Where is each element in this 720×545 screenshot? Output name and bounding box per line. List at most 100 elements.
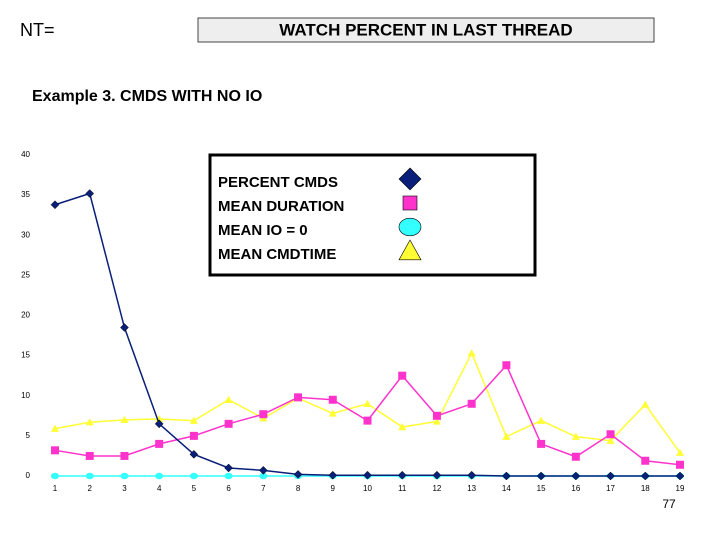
x-tick-label: 9 <box>331 484 336 493</box>
y-tick-label: 15 <box>21 351 30 360</box>
x-tick-label: 15 <box>537 484 546 493</box>
marker <box>294 393 303 402</box>
marker <box>606 436 615 444</box>
marker <box>571 432 580 440</box>
marker <box>224 463 233 473</box>
marker <box>85 451 94 460</box>
y-tick-label: 35 <box>21 190 30 199</box>
x-tick-label: 16 <box>571 484 580 493</box>
y-tick-label: 25 <box>21 270 30 279</box>
y-tick-label: 0 <box>26 471 31 480</box>
marker <box>432 470 442 480</box>
marker <box>189 416 198 424</box>
marker <box>155 439 164 448</box>
marker <box>502 361 511 370</box>
marker <box>155 472 164 480</box>
marker <box>224 419 233 428</box>
x-tick-label: 17 <box>606 484 615 493</box>
marker <box>432 417 441 425</box>
x-tick-label: 12 <box>432 484 441 493</box>
marker <box>502 432 511 440</box>
marker <box>85 418 94 426</box>
legend: PERCENT CMDS MEAN DURATION MEAN IO = 0 MEAN… <box>218 167 422 263</box>
x-tick-label: 14 <box>502 484 511 493</box>
x-tick-label: 1 <box>53 484 58 493</box>
x-tick-label: 11 <box>398 484 407 493</box>
x-tick-label: 4 <box>157 484 162 493</box>
marker <box>259 472 268 480</box>
chart-title: Example 3. CMDS WITH NO IO <box>32 88 262 105</box>
marker <box>120 472 129 480</box>
marker <box>328 409 337 417</box>
marker <box>571 452 580 461</box>
marker <box>537 439 546 448</box>
x-tick-label: 3 <box>122 484 127 493</box>
marker <box>641 456 650 465</box>
marker <box>398 167 422 191</box>
x-tick-label: 8 <box>296 484 301 493</box>
marker <box>293 470 303 479</box>
marker <box>467 399 476 408</box>
x-tick-label: 5 <box>192 484 197 493</box>
marker <box>120 451 129 460</box>
marker <box>51 424 59 432</box>
marker <box>224 472 233 480</box>
legend-label: MEAN CMDTIME <box>218 246 336 263</box>
legend-box <box>208 153 537 277</box>
marker <box>432 411 441 420</box>
marker <box>467 349 476 357</box>
marker <box>120 323 129 332</box>
marker <box>51 472 59 480</box>
marker <box>189 472 198 480</box>
marker <box>189 431 198 440</box>
marker <box>467 470 477 480</box>
marker <box>363 399 372 407</box>
slide-title: WATCH PERCENT IN LAST THREAD <box>279 20 572 39</box>
marker <box>606 430 615 439</box>
y-tick-label: 40 <box>21 150 30 159</box>
nt-label: NT= <box>20 20 55 40</box>
marker <box>85 472 94 480</box>
marker <box>640 471 650 481</box>
y-tick-label: 20 <box>21 311 30 320</box>
marker <box>85 189 95 198</box>
x-tick-label: 10 <box>363 484 372 493</box>
marker <box>363 416 372 425</box>
y-tick-label: 30 <box>21 230 30 239</box>
marker <box>258 466 268 475</box>
x-tick-label: 6 <box>226 484 231 493</box>
series-line <box>54 363 681 466</box>
marker <box>536 471 546 481</box>
marker <box>328 395 337 404</box>
marker <box>154 419 164 429</box>
x-tick-label: 7 <box>261 484 266 493</box>
marker <box>398 371 407 380</box>
legend-label: MEAN DURATION <box>218 198 344 215</box>
marker <box>224 395 233 403</box>
marker <box>363 470 372 480</box>
marker <box>676 460 684 469</box>
marker <box>537 416 546 424</box>
y-tick-label: 10 <box>21 391 30 400</box>
x-tick-label: 18 <box>641 484 650 493</box>
y-tick-label: 5 <box>26 431 31 440</box>
marker <box>398 239 422 261</box>
marker <box>50 200 60 210</box>
marker <box>398 217 422 237</box>
marker <box>51 446 59 455</box>
marker <box>606 471 615 481</box>
marker <box>120 415 129 424</box>
marker <box>675 471 685 481</box>
marker <box>397 470 407 480</box>
marker <box>328 470 338 480</box>
page-number: 77 <box>662 497 676 511</box>
marker <box>402 195 418 211</box>
x-tick-label: 2 <box>87 484 92 493</box>
x-tick-label: 19 <box>676 484 685 493</box>
x-tick-label: 13 <box>467 484 476 493</box>
title-box <box>197 17 655 43</box>
marker <box>398 423 407 431</box>
